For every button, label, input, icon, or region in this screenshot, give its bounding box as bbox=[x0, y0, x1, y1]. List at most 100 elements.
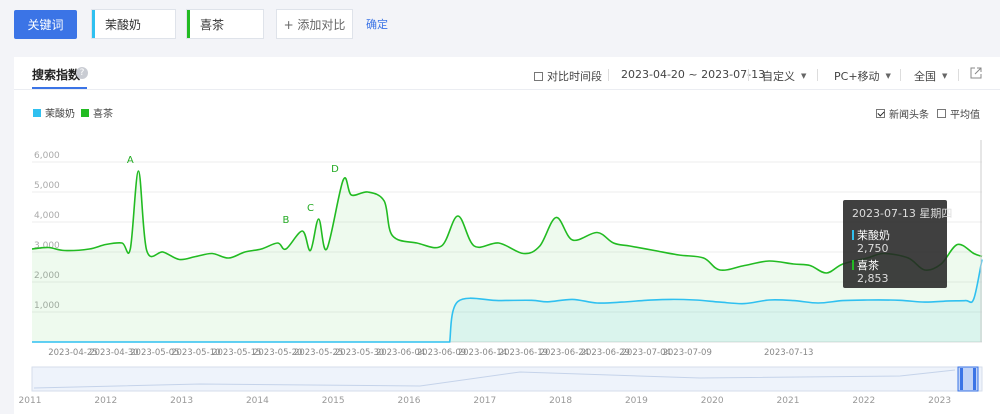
average-option[interactable]: 平均值 bbox=[937, 106, 980, 121]
confirm-link[interactable]: 确定 bbox=[366, 18, 388, 31]
x-tick-label: 2023-04-30 bbox=[89, 348, 138, 358]
x-tick-label: 2023-06-29 bbox=[581, 348, 630, 358]
export-icon[interactable] bbox=[970, 67, 982, 79]
keyword-color-bar bbox=[187, 10, 190, 38]
separator bbox=[608, 69, 609, 81]
x-tick-label: 2023-05-25 bbox=[294, 348, 343, 358]
separator bbox=[958, 69, 959, 81]
y-tick-label: 2,000 bbox=[34, 271, 60, 281]
x-tick-label: 2023-05-30 bbox=[335, 348, 384, 358]
legend-item-series1[interactable]: 茉酸奶 bbox=[33, 105, 75, 120]
x-tick-label: 2023-05-15 bbox=[212, 348, 261, 358]
tooltip-series-name: 喜茶 bbox=[857, 259, 879, 272]
legend-item-series2[interactable]: 喜茶 bbox=[81, 105, 113, 120]
navigator-year-label: 2014 bbox=[246, 396, 269, 406]
series-area-2 bbox=[32, 170, 982, 342]
region-label: 全国 bbox=[914, 70, 936, 83]
tab-search-index[interactable]: 搜索指数 bbox=[32, 68, 81, 82]
news-headline-option[interactable]: 新闻头条 bbox=[876, 106, 929, 121]
legend-label: 茉酸奶 bbox=[45, 109, 75, 120]
separator bbox=[817, 69, 818, 81]
region-dropdown[interactable]: 全国 ▼ bbox=[914, 68, 947, 84]
navigator-year-label: 2015 bbox=[322, 396, 345, 406]
checkbox-icon[interactable] bbox=[534, 71, 543, 81]
caret-down-icon: ▼ bbox=[942, 72, 948, 80]
navigator-year-label: 2018 bbox=[549, 396, 572, 406]
navigator-year-label: 2022 bbox=[852, 396, 875, 406]
keyword-box-2[interactable]: 喜茶 bbox=[186, 9, 264, 39]
x-tick-label: 2023-06-19 bbox=[499, 348, 548, 358]
tooltip-row-label-2: 喜茶 bbox=[852, 257, 879, 273]
keyword-color-bar bbox=[92, 10, 95, 38]
search-index-card: 搜索指数 ? 对比时间段 2023-04-20 ~ 2023-07-13 自定义… bbox=[14, 57, 1000, 414]
x-tick-label: 2023-05-10 bbox=[171, 348, 220, 358]
navigator-year-label: 2013 bbox=[170, 396, 193, 406]
checkbox-icon[interactable] bbox=[937, 109, 946, 118]
checkbox-checked-icon[interactable] bbox=[876, 109, 885, 118]
navigator-year-label: 2016 bbox=[398, 396, 421, 406]
y-tick-label: 6,000 bbox=[34, 151, 60, 161]
compare-period-label: 对比时间段 bbox=[547, 70, 602, 83]
keyword-button[interactable]: 关键词 bbox=[14, 10, 77, 39]
legend-swatch bbox=[81, 108, 89, 117]
navigator-year-label: 2023 bbox=[928, 396, 951, 406]
x-tick-label: 2023-06-09 bbox=[417, 348, 466, 358]
date-range-picker[interactable]: 2023-04-20 ~ 2023-07-13 bbox=[621, 68, 766, 81]
device-dropdown[interactable]: PC+移动 ▼ bbox=[834, 68, 891, 84]
tooltip-date: 2023-07-13 星期四 bbox=[852, 207, 953, 220]
navigator-year-label: 2021 bbox=[777, 396, 800, 406]
divider bbox=[14, 89, 1000, 90]
caret-down-icon: ▼ bbox=[885, 72, 891, 80]
tooltip-series-name: 茉酸奶 bbox=[857, 229, 890, 242]
y-tick-label: 5,000 bbox=[34, 181, 60, 191]
x-tick-label: 2023-07-13 bbox=[764, 348, 813, 358]
legend-label: 喜茶 bbox=[93, 109, 113, 120]
tooltip: 2023-07-13 星期四 茉酸奶 2,750 喜茶 2,853 bbox=[843, 200, 952, 288]
x-tick-label: 2023-05-05 bbox=[130, 348, 179, 358]
tooltip-row-label-1: 茉酸奶 bbox=[852, 227, 890, 243]
navigator-handle-left bbox=[960, 368, 963, 390]
custom-label: 自定义 bbox=[762, 70, 795, 83]
navigator-year-label: 2011 bbox=[19, 396, 42, 406]
x-tick-label: 2023-07-09 bbox=[662, 348, 711, 358]
annotation-label: B bbox=[282, 215, 289, 226]
timeline-navigator bbox=[31, 366, 983, 392]
annotation-label: A bbox=[127, 155, 134, 166]
tab-underline bbox=[32, 87, 87, 89]
caret-down-icon: ▼ bbox=[801, 72, 807, 80]
y-tick-label: 4,000 bbox=[34, 211, 60, 221]
y-tick-label: 3,000 bbox=[34, 241, 60, 251]
tooltip-value-1: 2,750 bbox=[857, 242, 889, 255]
navigator-year-label: 2012 bbox=[94, 396, 117, 406]
y-tick-label: 1,000 bbox=[34, 301, 60, 311]
keyword-label: 喜茶 bbox=[200, 17, 225, 32]
annotation-label: C bbox=[307, 203, 314, 214]
navigator-sparkline bbox=[33, 369, 956, 389]
add-compare-button[interactable]: + 添加对比 bbox=[276, 9, 353, 39]
help-icon[interactable]: ? bbox=[76, 67, 88, 79]
annotation-label: D bbox=[331, 164, 339, 175]
top-bar: 关键词 茉酸奶 喜茶 + 添加对比 确定 bbox=[0, 0, 1000, 52]
x-tick-label: 2023-06-14 bbox=[458, 348, 507, 358]
navigator-year-label: 2017 bbox=[473, 396, 496, 406]
navigator-handle-right bbox=[973, 368, 976, 390]
navigator-year-label: 2019 bbox=[625, 396, 648, 406]
x-tick-label: 2023-06-04 bbox=[376, 348, 425, 358]
average-label: 平均值 bbox=[950, 110, 980, 121]
legend-swatch bbox=[33, 108, 41, 117]
custom-dropdown[interactable]: 自定义 ▼ bbox=[762, 68, 806, 84]
navigator-year-label: 2020 bbox=[701, 396, 724, 406]
device-label: PC+移动 bbox=[834, 70, 880, 83]
tooltip-marker bbox=[852, 230, 854, 240]
x-tick-label: 2023-07-04 bbox=[622, 348, 671, 358]
series-line-1 bbox=[32, 259, 983, 343]
series-line-2 bbox=[31, 170, 983, 274]
x-tick-label: 2023-06-24 bbox=[540, 348, 589, 358]
x-tick-label: 2023-05-20 bbox=[253, 348, 302, 358]
keyword-box-1[interactable]: 茉酸奶 bbox=[91, 9, 176, 39]
keyword-label: 茉酸奶 bbox=[105, 17, 142, 32]
separator bbox=[748, 69, 749, 81]
compare-period-option[interactable]: 对比时间段 bbox=[534, 68, 602, 84]
news-headline-label: 新闻头条 bbox=[889, 110, 929, 121]
